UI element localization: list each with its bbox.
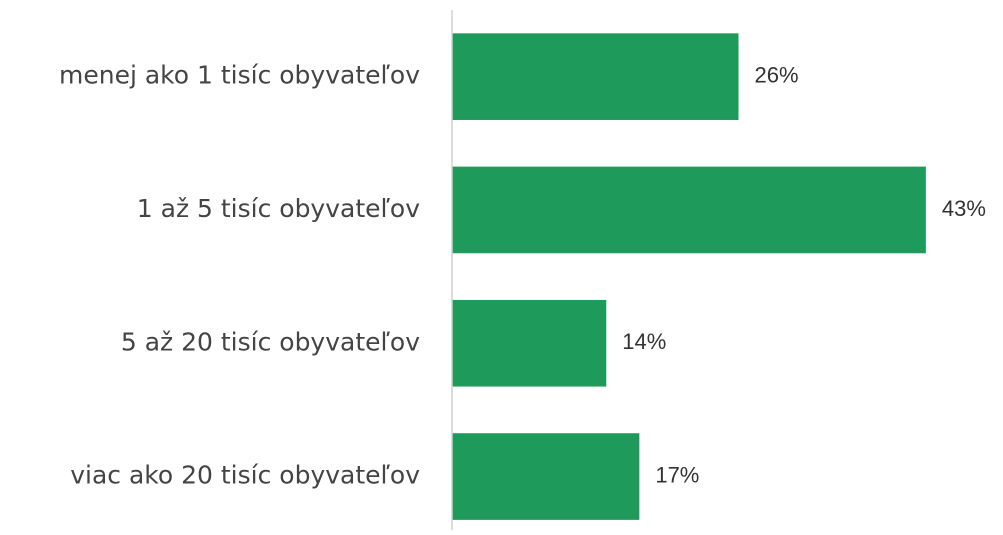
value-label: 14% [622,329,666,354]
bar [452,33,739,120]
category-label: 1 až 5 tisíc obyvateľov [137,194,420,223]
value-label: 26% [755,62,799,87]
category-label: menej ako 1 tisíc obyvateľov [59,61,420,90]
category-label: 5 až 20 tisíc obyvateľov [121,327,420,356]
category-label: viac ako 20 tisíc obyvateľov [70,461,420,490]
value-label: 17% [655,462,699,487]
bar [452,433,640,520]
bar [452,166,926,254]
bar [452,299,607,387]
value-label: 43% [942,196,986,221]
